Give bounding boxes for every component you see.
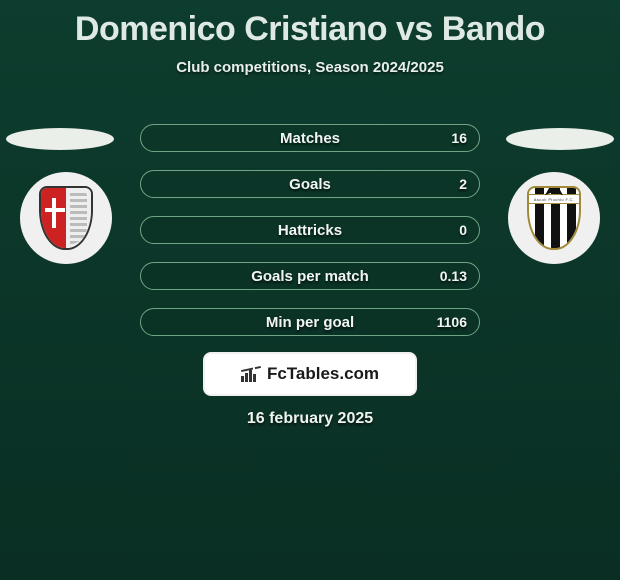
stat-row-matches: Matches 16 [140, 124, 480, 152]
watermark: FcTables.com [203, 352, 417, 396]
date-text: 16 february 2025 [0, 410, 620, 428]
stat-label: Goals per match [251, 268, 369, 285]
left-team-shield-icon [39, 186, 93, 250]
stat-right-value: 16 [439, 125, 479, 151]
stat-left-value [141, 309, 165, 335]
stat-right-value: 0.13 [428, 263, 479, 289]
stat-left-value [141, 217, 165, 243]
right-player-ellipse [506, 128, 614, 150]
right-team-badge: Ascoli Picchio F.C. [508, 172, 600, 264]
page-title: Domenico Cristiano vs Bando [0, 0, 620, 49]
stat-row-hattricks: Hattricks 0 [140, 216, 480, 244]
stat-label: Matches [280, 130, 340, 147]
left-team-badge [20, 172, 112, 264]
stat-label: Hattricks [278, 222, 342, 239]
stat-left-value [141, 125, 165, 151]
chart-icon [241, 366, 261, 382]
stat-label: Goals [289, 176, 331, 193]
subtitle: Club competitions, Season 2024/2025 [0, 59, 620, 76]
stat-right-value: 1106 [425, 309, 479, 335]
left-player-ellipse [6, 128, 114, 150]
watermark-text: FcTables.com [267, 364, 379, 384]
stat-left-value [141, 171, 165, 197]
stat-left-value [141, 263, 165, 289]
stat-label: Min per goal [266, 314, 354, 331]
stat-row-goals-per-match: Goals per match 0.13 [140, 262, 480, 290]
right-team-shield-icon: Ascoli Picchio F.C. [527, 186, 581, 250]
stat-right-value: 2 [447, 171, 479, 197]
stat-right-value: 0 [447, 217, 479, 243]
right-team-badge-text: Ascoli Picchio F.C. [529, 194, 579, 204]
stats-container: Matches 16 Goals 2 Hattricks 0 Goals per… [140, 124, 480, 354]
stat-row-goals: Goals 2 [140, 170, 480, 198]
stat-row-min-per-goal: Min per goal 1106 [140, 308, 480, 336]
